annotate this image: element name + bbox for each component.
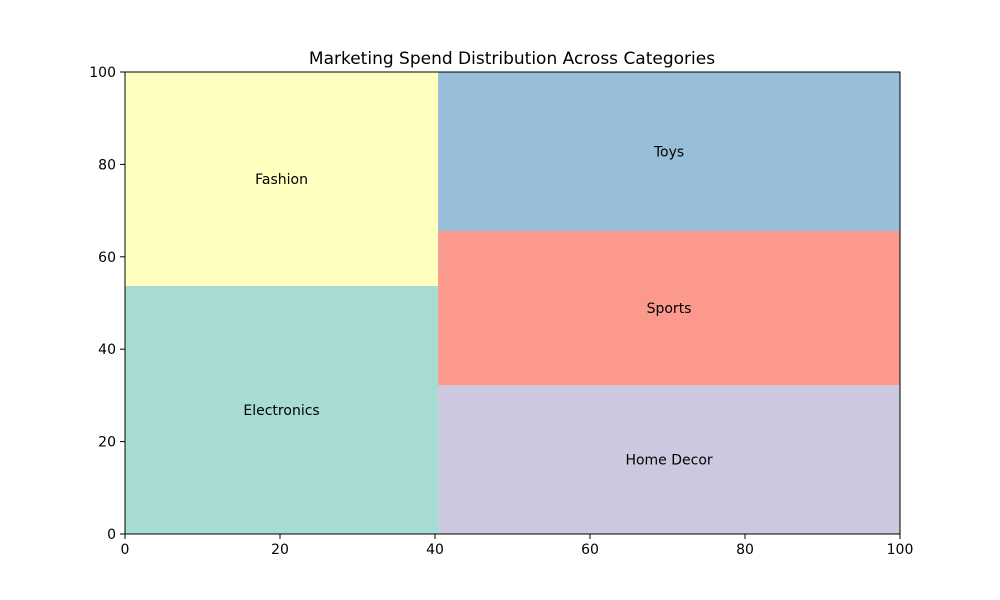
- y-tick-label: 40: [98, 342, 116, 358]
- treemap-cells: Electronics Fashion Home Decor Sports Toys: [125, 72, 900, 534]
- cell-label: Home Decor: [625, 453, 712, 469]
- x-tick-label: 40: [426, 542, 444, 558]
- cell-label: Sports: [647, 301, 692, 317]
- cell-label: Electronics: [243, 403, 319, 419]
- x-tick-label: 20: [271, 542, 289, 558]
- y-tick-label: 0: [107, 527, 116, 543]
- x-tick-label: 80: [736, 542, 754, 558]
- y-tick-label: 80: [98, 157, 116, 173]
- x-tick-label: 100: [887, 542, 914, 558]
- x-tick-label: 60: [581, 542, 599, 558]
- treemap-cell-toys: [438, 72, 900, 231]
- treemap-cell-electronics: [125, 285, 439, 534]
- plot-frame: [124, 71, 901, 535]
- cell-label: Toys: [653, 144, 684, 160]
- axes: 0 20 40 60 80 100 0 20 40 60 80 100: [89, 65, 913, 558]
- cell-label: Fashion: [255, 172, 308, 188]
- treemap-cell-fashion: [125, 72, 439, 286]
- chart-title: Marketing Spend Distribution Across Cate…: [309, 49, 715, 69]
- y-tick-label: 20: [98, 435, 116, 451]
- treemap-cell-sports: [438, 230, 900, 386]
- x-tick-label: 0: [121, 542, 130, 558]
- y-tick-label: 100: [89, 65, 116, 81]
- y-tick-label: 60: [98, 250, 116, 266]
- treemap-cell-home-decor: [438, 385, 900, 534]
